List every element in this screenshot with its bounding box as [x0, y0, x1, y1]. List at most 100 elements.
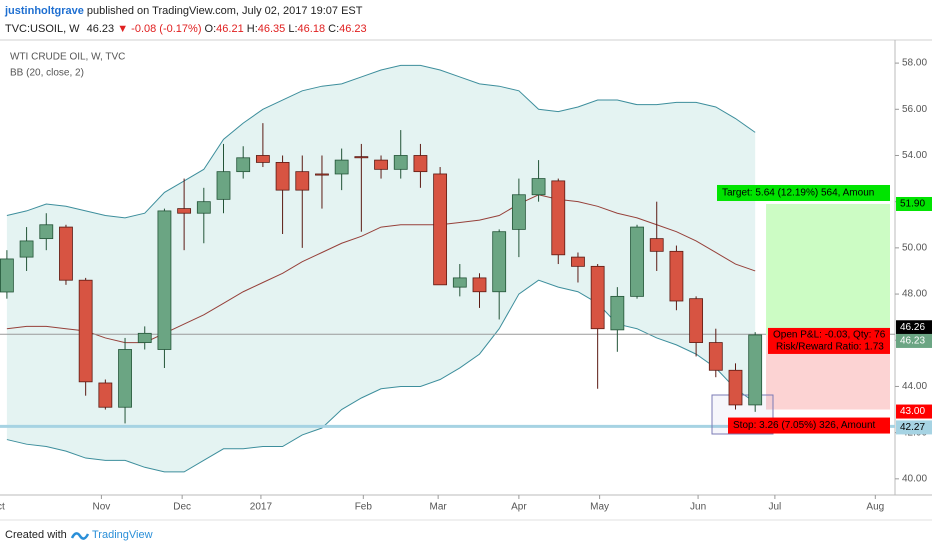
stop-tag-bg: [728, 417, 890, 434]
target-price-tag-bg: [896, 196, 932, 211]
low-value: 46.18: [298, 23, 326, 35]
overlay: 40.0042.0044.0046.0048.0050.0052.0054.00…: [0, 58, 932, 513]
low-label: L:: [288, 23, 297, 35]
candle-body: [531, 178, 546, 196]
x-tick-label: Mar: [430, 502, 448, 513]
footer-created: Created with: [5, 529, 67, 541]
logo-icon: [70, 532, 90, 540]
candle-body: [393, 155, 408, 170]
candle-body: [708, 342, 723, 371]
target-text: Target: 5.64 (12.19%) 564, Amoun: [722, 188, 874, 199]
open-label: O:: [205, 23, 217, 35]
bb-middle: [6, 194, 756, 344]
candle-body: [255, 155, 270, 163]
candle-body: [669, 250, 684, 302]
candle-body: [98, 382, 113, 408]
y-tick-label: 48.00: [902, 289, 927, 300]
x-tick-label: 2017: [250, 502, 273, 513]
entry-price-tag-bg: [896, 333, 932, 348]
close-value: 46.23: [339, 23, 367, 35]
y-tick-label: 50.00: [902, 243, 927, 254]
candle-body: [374, 159, 388, 170]
symbol-line: TVC:USOIL, W 46.23 ▼ -0.08 (-0.17%) O:46…: [5, 23, 367, 35]
last-price-tag: 46.26: [900, 322, 925, 333]
author[interactable]: justinholtgrave: [4, 5, 84, 17]
x-tick-label: Jul: [768, 502, 781, 513]
pnl-tag-bg: [768, 327, 890, 354]
candle-body: [571, 256, 585, 267]
indicator-label: BB (20, close, 2): [10, 68, 84, 79]
x-tick-label: Oct: [0, 502, 5, 513]
y-tick-label: 44.00: [902, 381, 927, 392]
x-tick-label: Aug: [866, 502, 884, 513]
stop-price-tag: 43.00: [900, 406, 925, 417]
target-tag-bg: [717, 184, 890, 201]
position-profit: [766, 203, 890, 335]
footer-brand[interactable]: TradingView: [92, 529, 153, 541]
x-tick-label: Nov: [93, 502, 111, 513]
candle-body: [649, 238, 664, 252]
header-line: justinholtgrave published on TradingView…: [4, 5, 363, 17]
candle-body: [511, 194, 526, 230]
candle-body: [177, 208, 192, 214]
y-tick-label: 56.00: [902, 104, 927, 115]
candle-body: [689, 298, 704, 343]
brand-logo[interactable]: TradingView: [70, 529, 153, 541]
candle-body: [413, 155, 428, 173]
candle-body: [78, 279, 93, 383]
candle-body: [433, 173, 448, 286]
candle-body: [19, 240, 34, 258]
high-label: H:: [247, 23, 258, 35]
candle-body: [196, 201, 211, 214]
candle-body: [59, 226, 73, 281]
change: -0.08 (-0.17%): [131, 23, 201, 35]
last-price-tag-bg: [896, 320, 932, 335]
plot-area: [0, 64, 895, 473]
candle-body: [630, 226, 644, 297]
x-tick-label: Dec: [173, 502, 191, 513]
bb-lower: [6, 279, 756, 473]
level-price-tag: 42.27: [900, 422, 925, 433]
x-tick-label: Jun: [690, 502, 706, 513]
close-label: C:: [328, 23, 339, 35]
candle-body: [118, 349, 132, 408]
bb-upper: [6, 64, 756, 219]
last-price: 46.23: [87, 23, 115, 35]
candle-body: [472, 277, 487, 293]
x-tick-label: Apr: [511, 502, 527, 513]
high-value: 46.35: [258, 23, 286, 35]
candle-body: [354, 156, 369, 159]
ratio-text: Risk/Reward Ratio: 1.73: [776, 342, 884, 353]
candle-body: [551, 180, 566, 256]
y-tick-label: 54.00: [902, 150, 927, 161]
candle-body: [610, 295, 625, 331]
target-price-tag: 51.90: [900, 199, 925, 210]
candle-body: [275, 162, 290, 191]
candle-body: [0, 258, 14, 293]
change-arrow: ▼: [117, 23, 128, 35]
pnl-text: Open P&L: -0.03, Qty: 76: [773, 330, 886, 341]
stop-text: Stop: 3.26 (7.05%) 326, Amount: [733, 420, 876, 431]
x-tick-label: Feb: [355, 502, 373, 513]
candle-body: [492, 231, 507, 293]
band-fill: [6, 65, 756, 472]
level-price-tag-bg: [896, 420, 932, 435]
y-tick-label: 58.00: [902, 58, 927, 69]
candle-body: [236, 157, 251, 173]
candle-body: [315, 173, 329, 176]
candle-body: [39, 224, 54, 240]
symbol: TVC:USOIL, W: [5, 23, 80, 35]
chart-title: WTI CRUDE OIL, W, TVC: [10, 52, 125, 63]
candle-body: [590, 265, 605, 330]
entry-price-tag: 46.23: [900, 336, 925, 347]
published: published on TradingView.com, July 02, 2…: [87, 5, 363, 17]
candle-body: [748, 334, 763, 406]
stop-price-tag-bg: [896, 404, 932, 419]
candle-body: [728, 369, 743, 406]
y-tick-label: 40.00: [902, 473, 927, 484]
candle-body: [452, 277, 467, 288]
open-value: 46.21: [216, 23, 244, 35]
candle-body: [334, 159, 349, 175]
x-tick-label: May: [590, 502, 609, 513]
